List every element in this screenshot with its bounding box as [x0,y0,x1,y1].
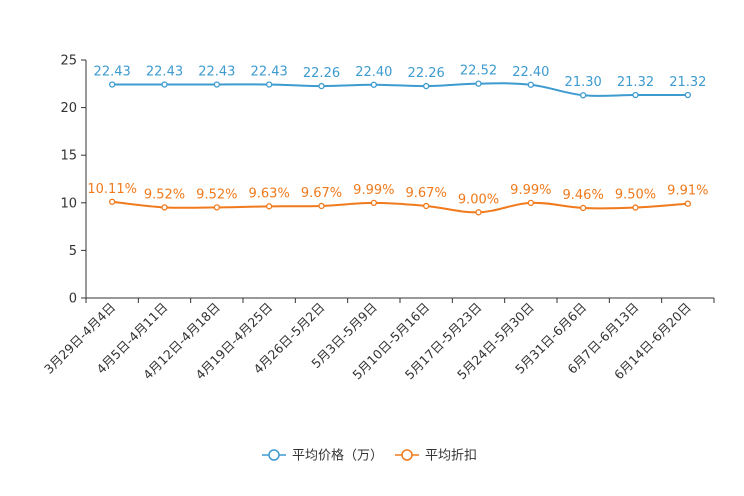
legend-swatch-marker [401,449,413,461]
series-1-point[interactable] [475,209,482,216]
series-0-data-label: 22.40 [512,65,549,80]
y-tick-label: 15 [60,149,77,164]
series-1-point[interactable] [580,204,587,212]
series-1-data-label: 9.91% [667,184,708,199]
series-0-data-label: 22.40 [355,65,392,80]
y-tick-label: 5 [69,244,77,259]
series-1-data-label: 9.46% [563,188,604,203]
series-0-point[interactable] [527,81,534,88]
series-0-point[interactable] [266,81,273,88]
series-1-data-label: 9.99% [510,183,551,198]
series-0-point[interactable] [161,81,168,88]
series-0-point[interactable] [632,91,639,99]
series-0-point[interactable] [318,82,325,90]
series-1-data-label: 9.52% [144,187,185,202]
series-0-data-label: 22.26 [408,66,445,81]
series-0-data-label: 21.32 [669,75,706,90]
series-1-data-label: 9.00% [458,192,499,207]
series-0-data-label: 22.43 [94,64,131,79]
series-0-point[interactable] [475,80,482,87]
series-0-data-label: 22.52 [460,64,497,79]
series-0-data-label: 21.30 [565,75,602,90]
y-tick-label: 0 [69,292,77,307]
series-1-data-label: 9.99% [353,183,394,198]
series-1-point[interactable] [370,199,377,207]
series-0-point[interactable] [213,81,220,88]
series-1-data-label: 10.11% [87,182,137,197]
series-1-data-label: 9.50% [615,188,656,203]
legend: 平均价格（万） 平均折扣 [262,448,477,464]
series-0-point[interactable] [109,81,116,88]
series-0: 22.43 22.43 22.43 22.43 22.26 22.40 22.26 22.52… [94,64,706,99]
series-1: 10.11% 9.52% 9.52% 9.63% 9.67% 9.99% 9.67% 9.00… [87,182,708,216]
series-1-data-label: 9.67% [301,186,342,201]
series-0-point[interactable] [370,81,377,88]
series-1-point[interactable] [423,202,430,210]
series-1-data-label: 9.67% [406,186,447,201]
series-0-data-label: 21.32 [617,75,654,90]
series-1-point[interactable] [318,202,325,210]
series-1-point[interactable] [266,203,273,210]
series-1-point[interactable] [632,204,639,211]
legend-swatch-marker [268,449,280,461]
series-0-point[interactable] [684,91,691,99]
legend-label: 平均价格（万） [292,448,383,464]
series-1-data-label: 9.63% [249,186,290,201]
y-tick-label: 10 [60,196,77,211]
series-0-point[interactable] [423,82,430,90]
series-1-point[interactable] [684,200,691,207]
legend-item-0[interactable]: 平均价格（万） [262,448,383,464]
series-0-point[interactable] [580,92,587,99]
x-axis: 3月29日-4月4日4月5日-4月11日4月12日-4月18日4月19日-4月2… [41,297,715,382]
legend-label: 平均折扣 [425,449,477,464]
series-0-data-label: 22.26 [303,66,340,81]
series-1-line [112,200,688,214]
series-1-point[interactable] [109,198,116,205]
y-tick-label: 25 [60,54,77,69]
y-axis: 0 5 10 15 20 25 [60,54,87,307]
series-0-data-label: 22.43 [198,64,235,79]
series-0-line [112,82,688,97]
legend-item-1[interactable]: 平均折扣 [395,449,477,464]
series-1-point[interactable] [161,204,168,211]
series-1-point[interactable] [527,199,534,207]
series-layer: 22.43 22.43 22.43 22.43 22.26 22.40 22.26 22.52… [87,64,708,216]
series-0-data-label: 22.43 [146,64,183,79]
series-1-data-label: 9.52% [196,187,237,202]
series-1-point[interactable] [213,204,220,211]
y-tick-label: 20 [60,101,77,116]
series-0-data-label: 22.43 [251,64,288,79]
